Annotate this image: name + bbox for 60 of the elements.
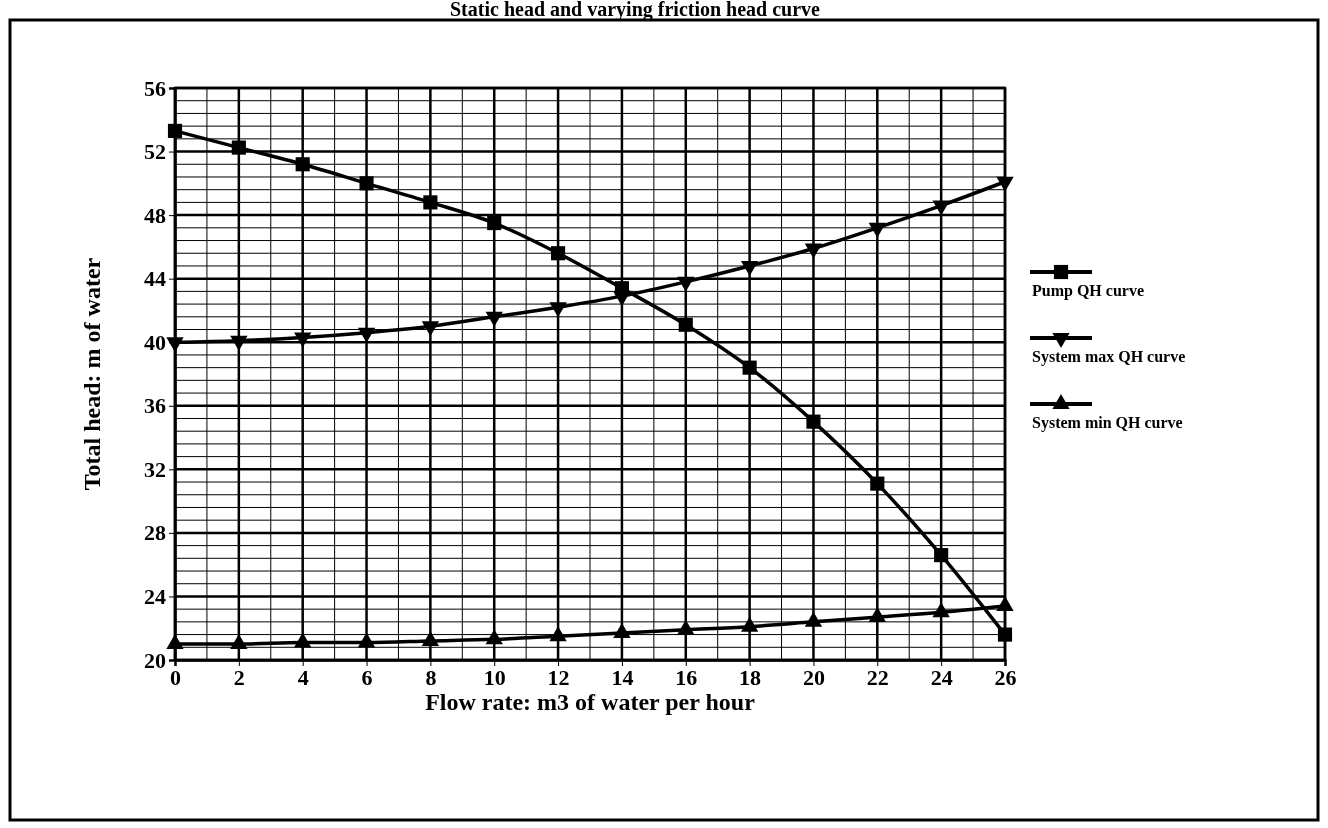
x-tick-label: 4	[297, 664, 309, 690]
point	[294, 332, 312, 348]
x-tick-label: 2	[233, 664, 245, 690]
x-tick-label: 10	[483, 664, 506, 690]
y-tick-label: 52	[144, 139, 166, 165]
point	[742, 360, 757, 375]
y-tick-label: 32	[144, 456, 166, 482]
point	[932, 200, 950, 216]
point	[740, 260, 759, 276]
x-tick-label: 20	[802, 664, 825, 690]
point	[166, 337, 184, 353]
x-tick-label: 26	[994, 664, 1017, 690]
y-axis-title: Total head: m of water	[79, 257, 105, 491]
point	[740, 616, 759, 632]
x-tick-label: 12	[547, 664, 570, 690]
point	[677, 276, 695, 292]
y-tick-label: 36	[144, 393, 166, 419]
y-tick-label: 20	[144, 647, 166, 673]
legend-label: System min QH curve	[1032, 414, 1183, 432]
point	[934, 548, 949, 563]
point	[549, 626, 567, 642]
chart-title: Static head and varying friction head curve	[450, 0, 821, 21]
legend-label: Pump QH curve	[1032, 282, 1144, 300]
x-axis-title: Flow rate: m3 of water per hour	[425, 689, 756, 715]
point	[868, 222, 886, 238]
point	[996, 176, 1014, 192]
point	[613, 622, 631, 638]
point	[357, 632, 376, 648]
y-tick-label: 48	[144, 202, 166, 228]
point	[421, 321, 440, 337]
x-tick-label: 14	[611, 664, 634, 690]
point	[678, 317, 693, 332]
point	[549, 302, 567, 318]
x-tick-label: 18	[739, 664, 762, 690]
point	[485, 311, 503, 327]
y-tick-label: 56	[144, 75, 166, 101]
x-tick-label: 24	[930, 664, 953, 690]
point	[166, 634, 184, 650]
point	[804, 611, 823, 627]
point	[421, 630, 440, 646]
legend-label: System max QH curve	[1032, 348, 1186, 366]
point	[485, 629, 503, 645]
point	[806, 414, 821, 429]
point	[357, 327, 376, 343]
x-tick-label: 8	[425, 664, 437, 690]
y-tick-label: 28	[144, 520, 166, 546]
point	[868, 607, 886, 623]
point	[677, 619, 695, 635]
point	[932, 602, 950, 618]
x-tick-label: 0	[170, 664, 181, 690]
point	[870, 476, 885, 491]
point	[230, 634, 248, 650]
y-tick-label: 44	[144, 266, 166, 292]
x-tick-label: 6	[361, 664, 373, 690]
x-tick-label: 16	[675, 664, 698, 690]
point	[230, 335, 248, 351]
point	[804, 243, 823, 259]
y-tick-label: 40	[144, 329, 166, 355]
y-tick-label: 24	[144, 583, 166, 609]
x-tick-label: 22	[866, 664, 889, 690]
